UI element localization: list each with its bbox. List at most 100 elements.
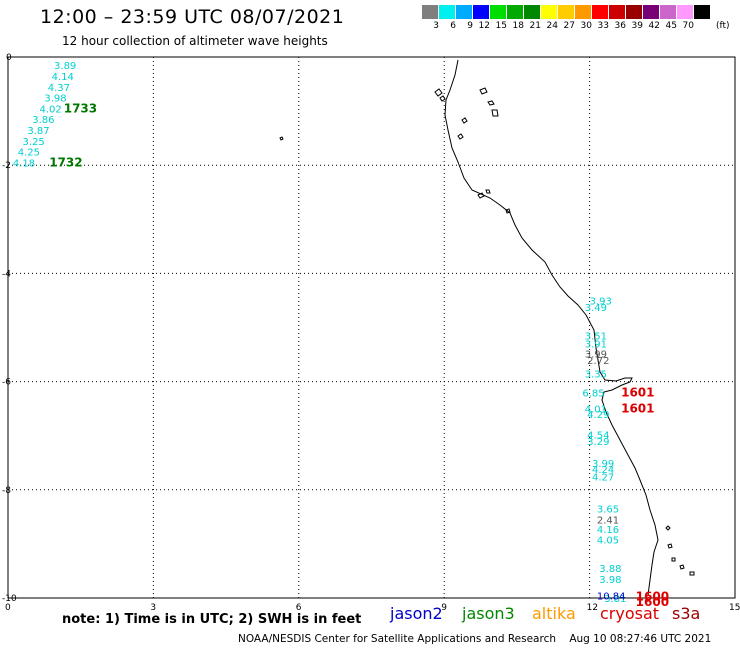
x-tick-label: 0 xyxy=(5,603,11,613)
colorbar-swatch xyxy=(592,5,609,19)
wave-height-label: 3.81 xyxy=(604,594,626,605)
y-tick-label: -4 xyxy=(2,269,11,279)
wave-height-label: 3.99 xyxy=(592,459,614,470)
colorbar-label: 33 xyxy=(597,21,609,31)
colorbar-swatch xyxy=(524,5,541,19)
colorbar-swatch xyxy=(626,5,643,19)
colorbar-label: 30 xyxy=(580,21,592,31)
wave-height-label: 4.18 xyxy=(13,158,35,169)
wave-height-label: 4.05 xyxy=(597,536,619,547)
map-title: 12:00 – 23:59 UTC 08/07/2021 xyxy=(40,6,345,28)
plot-frame xyxy=(7,56,736,599)
colorbar-label: 45 xyxy=(665,21,677,31)
colorbar-label: 6 xyxy=(450,21,456,31)
wave-height-label: 4.37 xyxy=(48,83,70,94)
wave-height-label: 4.25 xyxy=(18,148,40,159)
wave-height-label: 4.24 xyxy=(592,465,614,476)
wave-height-label: 3.51 xyxy=(585,332,607,343)
colorbar-swatch xyxy=(439,5,456,19)
wave-height-label: 3.49 xyxy=(585,303,607,314)
wave-height-label: 4.14 xyxy=(52,72,74,83)
grid-lines xyxy=(8,57,735,598)
wave-height-label: 3.89 xyxy=(54,61,76,72)
wave-height-label: 3.29 xyxy=(587,437,609,448)
coastline xyxy=(279,59,695,596)
wave-height-label: 3.91 xyxy=(585,340,607,351)
wave-height-label: 10.84 xyxy=(597,591,626,602)
wave-height-label: 4.29 xyxy=(587,410,609,421)
colorbar-swatch xyxy=(473,5,490,19)
axis-tick-labels: 0 3 6 9 12 15 0 -2 -4 -6 -8 -10 xyxy=(2,53,740,613)
colorbar-swatch xyxy=(643,5,660,19)
colorbar-swatch xyxy=(422,5,439,19)
time-label: 1600 xyxy=(636,589,669,603)
colorbar-label: 9 xyxy=(467,21,473,31)
colorbar-label: 39 xyxy=(631,21,643,31)
islands-north xyxy=(434,87,511,214)
footer-credit: NOAA/NESDIS Center for Satellite Applica… xyxy=(238,633,712,645)
wave-height-label: 2.41 xyxy=(597,516,619,527)
islands-south xyxy=(279,136,695,576)
colorbar-swatch xyxy=(456,5,473,19)
wave-height-colorbar xyxy=(422,5,711,19)
y-tick-label: 0 xyxy=(6,53,12,63)
wave-height-label: 6.85 xyxy=(582,388,604,399)
time-label: 1732 xyxy=(49,155,82,169)
wave-height-labels: 3.894.144.373.984.023.863.873.254.254.18… xyxy=(13,61,669,609)
note-text: note: 1) Time is in UTC; 2) SWH is in fe… xyxy=(62,612,362,627)
wave-height-label: 4.54 xyxy=(587,431,609,442)
colorbar-label: 12 xyxy=(478,21,490,31)
colorbar-label: 21 xyxy=(529,21,541,31)
legend-item-cryosat: cryosat xyxy=(600,604,660,623)
y-tick-label: -6 xyxy=(2,378,11,388)
colorbar-swatch xyxy=(694,5,711,19)
wave-height-label: 2.72 xyxy=(587,356,609,367)
legend-item-altika: altika xyxy=(532,604,576,623)
y-tick-label: -10 xyxy=(2,594,17,604)
x-tick-label: 9 xyxy=(441,603,447,613)
colorbar-swatch xyxy=(541,5,558,19)
wave-height-label: 3.87 xyxy=(27,126,49,137)
colorbar-swatch xyxy=(677,5,694,19)
coastline-path xyxy=(444,59,659,596)
colorbar-swatch xyxy=(660,5,677,19)
wave-height-label: 3.98 xyxy=(599,575,621,586)
wave-height-label: 3.35 xyxy=(585,369,607,380)
colorbar-label: 18 xyxy=(512,21,524,31)
time-label: 1601 xyxy=(621,402,654,416)
time-label: 1600 xyxy=(636,595,669,609)
colorbar-label: 70 xyxy=(682,21,694,31)
wave-height-label: 3.86 xyxy=(32,115,54,126)
wave-height-label: 4.16 xyxy=(597,525,619,536)
colorbar-label: 27 xyxy=(563,21,575,31)
legend-item-jason2: jason2 xyxy=(390,604,443,623)
x-tick-label: 12 xyxy=(587,603,598,613)
wave-height-label: 3.88 xyxy=(599,564,621,575)
colorbar-label: 3 xyxy=(433,21,439,31)
colorbar-unit: (ft) xyxy=(716,21,730,31)
y-tick-label: -8 xyxy=(2,486,11,496)
map-subtitle: 12 hour collection of altimeter wave hei… xyxy=(62,34,328,48)
colorbar-swatch xyxy=(558,5,575,19)
y-tick-label: -2 xyxy=(2,161,11,171)
wave-height-label: 3.93 xyxy=(590,296,612,307)
time-label: 1733 xyxy=(64,101,97,115)
legend-item-s3a: s3a xyxy=(672,604,701,623)
x-tick-label: 15 xyxy=(729,603,740,613)
time-label: 1601 xyxy=(621,385,654,399)
wave-height-label: 4.02 xyxy=(40,104,62,115)
wave-height-label: 3.65 xyxy=(597,505,619,516)
colorbar-label: 15 xyxy=(495,21,507,31)
wave-height-label: 4.27 xyxy=(592,472,614,483)
colorbar-label: 24 xyxy=(546,21,558,31)
colorbar-swatch xyxy=(609,5,626,19)
colorbar-label: 42 xyxy=(648,21,660,31)
colorbar-swatch xyxy=(490,5,507,19)
colorbar-labels: 3 6 9 12 15 18 21 24 27 30 33 36 39 42 45 70 xyxy=(422,21,694,31)
wave-height-label: 3.25 xyxy=(23,137,45,148)
x-tick-label: 3 xyxy=(150,603,156,613)
x-tick-label: 6 xyxy=(296,603,302,613)
legend-item-jason3: jason3 xyxy=(462,604,515,623)
wave-height-label: 3.98 xyxy=(44,94,66,105)
